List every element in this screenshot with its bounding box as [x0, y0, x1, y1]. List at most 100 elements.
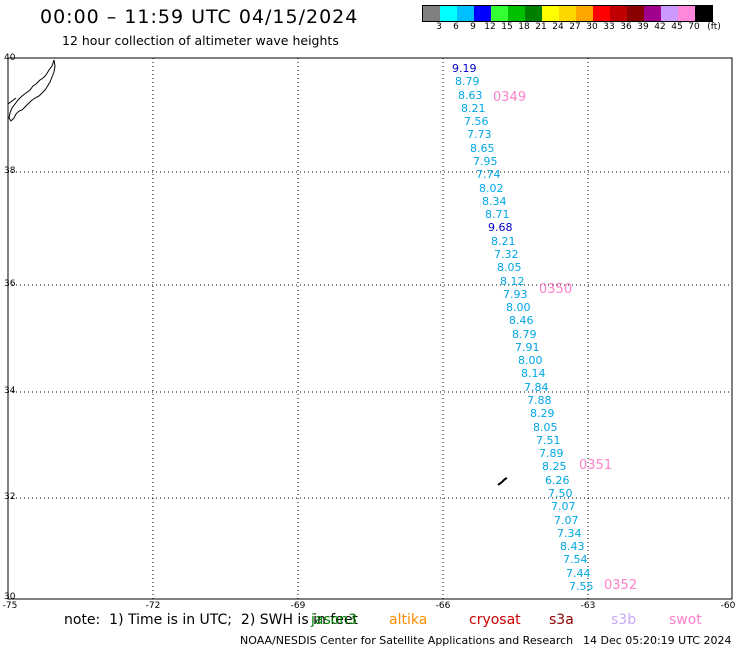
colorbar-swatch [491, 6, 508, 21]
colorbar-swatch [593, 6, 610, 21]
lon-label-69: -69 [290, 601, 306, 611]
wave-height-label: 7.50 [548, 487, 573, 501]
wave-height-label: 7.91 [515, 340, 540, 354]
wave-height-label: 7.88 [527, 394, 552, 408]
lon-label-72: -72 [145, 601, 161, 611]
colorbar-tick-label: 45 [671, 22, 683, 32]
pass-time-label: 0350 [539, 282, 573, 297]
colorbar-tick-label: 36 [620, 22, 632, 32]
colorbar-swatch [678, 6, 695, 21]
legend-s3a: s3a [549, 612, 574, 628]
plot-frame [7, 57, 733, 600]
colorbar-swatch [474, 6, 491, 21]
colorbar-tick-label: 39 [637, 22, 649, 32]
wave-height-label: 8.65 [470, 141, 495, 155]
wave-height-label: 7.93 [503, 287, 528, 301]
wave-height-label: 8.05 [497, 261, 522, 275]
colorbar-swatch [576, 6, 593, 21]
wave-height-label: 8.46 [509, 314, 534, 328]
wave-height-label: 7.74 [476, 168, 501, 182]
colorbar-tick-label: 21 [535, 22, 547, 32]
colorbar-swatch [559, 6, 576, 21]
wave-height-label: 8.79 [455, 75, 480, 89]
wave-height-label: 8.21 [461, 101, 486, 115]
wave-height-label: 7.56 [464, 115, 489, 129]
wave-height-label: 8.34 [482, 194, 507, 208]
legend-jason3: jason3 [311, 612, 358, 628]
colorbar-unit: (ft) [707, 22, 721, 32]
colorbar [422, 5, 713, 22]
colorbar-swatch [440, 6, 457, 21]
lat-label-40: 40 [4, 53, 16, 63]
colorbar-swatch [508, 6, 525, 21]
wave-height-label: 7.44 [566, 566, 591, 580]
colorbar-tick-label: 18 [518, 22, 530, 32]
colorbar-tick-label: 42 [654, 22, 666, 32]
wave-height-label: 8.00 [518, 354, 543, 368]
wave-height-label: 8.02 [479, 181, 504, 195]
wave-height-label: 8.71 [485, 208, 510, 222]
pass-time-label: 0351 [579, 458, 613, 473]
pass-time-label: 0349 [493, 90, 527, 105]
wave-height-label: 7.32 [494, 247, 519, 261]
wave-height-label: 6.26 [545, 473, 570, 487]
colorbar-swatch [457, 6, 474, 21]
wave-height-label: 7.51 [536, 433, 561, 447]
wave-height-label: 7.34 [557, 526, 582, 540]
wave-height-label: 8.63 [458, 88, 483, 102]
bermuda-island [497, 477, 508, 486]
colorbar-tick-label: 27 [569, 22, 581, 32]
colorbar-swatch [542, 6, 559, 21]
wave-height-label: 7.95 [473, 154, 498, 168]
wave-height-label: 8.43 [560, 540, 585, 554]
colorbar-swatch [423, 6, 440, 21]
wave-height-label: 8.25 [542, 460, 567, 474]
wave-height-label: 8.14 [521, 367, 546, 381]
lat-label-36: 36 [4, 279, 16, 289]
colorbar-tick-label: 24 [552, 22, 564, 32]
coastline [8, 59, 56, 122]
colorbar-swatch [644, 6, 661, 21]
wave-height-label: 8.00 [506, 301, 531, 315]
legend-cryosat: cryosat [469, 612, 521, 628]
wave-height-label: 8.29 [530, 407, 555, 421]
map-title: 00:00 – 11:59 UTC 04/15/2024 [40, 6, 359, 28]
colorbar-swatch [525, 6, 542, 21]
lon-label-63: -63 [580, 601, 596, 611]
lat-label-38: 38 [4, 166, 16, 176]
wave-height-label: 9.19 [452, 62, 477, 75]
wave-height-label: 7.73 [467, 128, 492, 142]
legend-altika: altika [389, 612, 428, 628]
wave-height-label: 7.84 [524, 380, 549, 394]
generation-timestamp: 14 Dec 05:20:19 UTC 2024 [583, 634, 732, 647]
wave-height-label: 7.54 [563, 553, 588, 567]
wave-height-label: 9.68 [488, 221, 513, 235]
colorbar-labels: 3 6 9 12 15 18 21 24 27 30 33 36 39 42 45 70 (ft) [422, 22, 740, 34]
lat-label-34: 34 [4, 386, 16, 396]
pass-time-label: 0352 [604, 578, 638, 593]
credit-line: NOAA/NESDIS Center for Satellite Applica… [240, 634, 574, 647]
wave-height-label: 8.12 [500, 274, 525, 288]
wave-height-label: 7.07 [554, 513, 579, 527]
lat-label-32: 32 [4, 492, 16, 502]
lon-label-66: -66 [435, 601, 451, 611]
wave-height-label: 7.89 [539, 447, 564, 461]
wave-height-label: 8.21 [491, 234, 516, 248]
map-subtitle: 12 hour collection of altimeter wave hei… [62, 33, 339, 48]
coastline-inlet [7, 97, 17, 105]
colorbar-swatch [627, 6, 644, 21]
lon-label-75: -75 [2, 601, 18, 611]
colorbar-tick-label: 30 [586, 22, 598, 32]
footer-note: note: 1) Time is in UTC; 2) SWH is in fe… [64, 612, 358, 628]
wave-height-label: 8.05 [533, 420, 558, 434]
colorbar-tick-label: 70 [688, 22, 700, 32]
colorbar-swatch [695, 6, 712, 21]
colorbar-swatch [610, 6, 627, 21]
wave-height-label: 7.55 [569, 580, 594, 593]
colorbar-tick-label: 12 [484, 22, 496, 32]
lon-label-60: -60 [720, 601, 736, 611]
colorbar-tick-label: 9 [470, 22, 476, 32]
wave-height-label: 7.07 [551, 500, 576, 514]
colorbar-swatch [661, 6, 678, 21]
